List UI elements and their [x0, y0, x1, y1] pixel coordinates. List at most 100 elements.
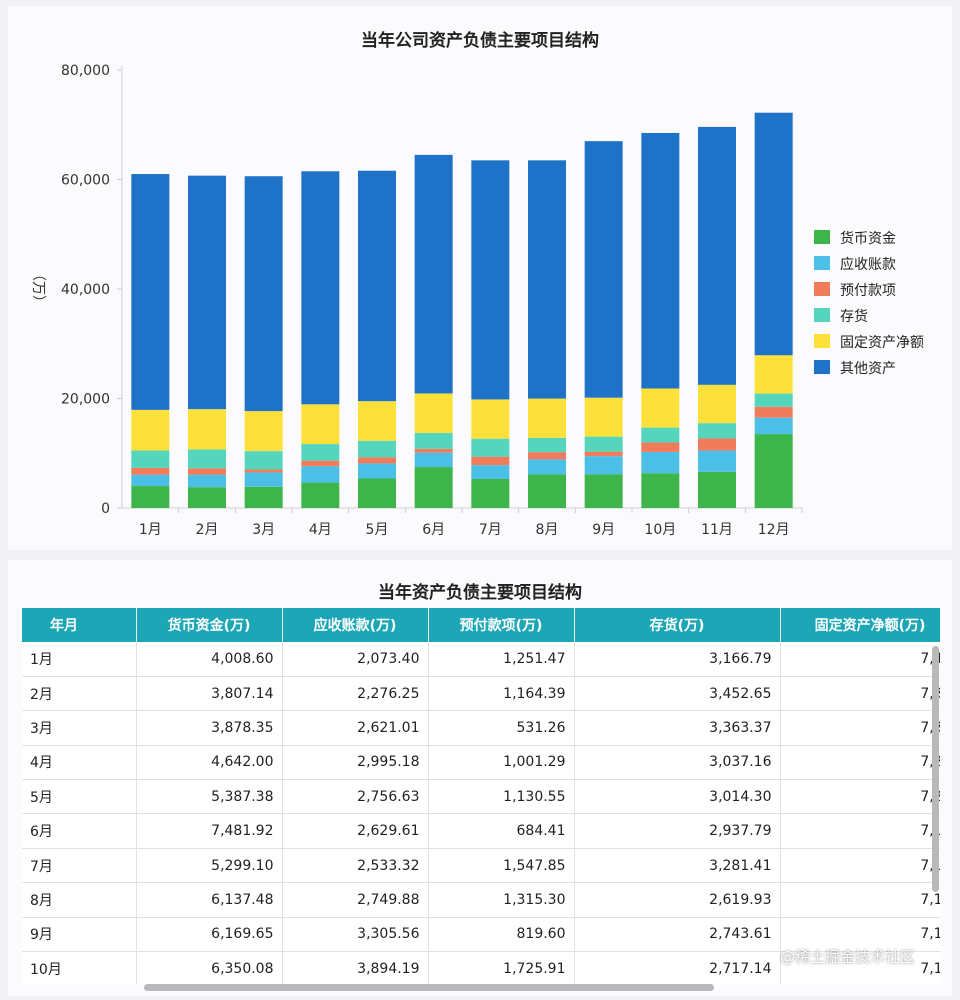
bar-segment	[754, 355, 793, 394]
table-row[interactable]: 7月5,299.102,533.321,547.853,281.417,17	[22, 848, 940, 884]
bar-segment	[131, 450, 170, 468]
table-row[interactable]: 2月3,807.142,276.251,164.393,452.657,36	[22, 676, 940, 712]
vertical-scrollbar[interactable]	[932, 646, 939, 892]
bar-segment	[754, 393, 793, 407]
table-cell: 2,619.93	[574, 882, 781, 918]
y-tick-label: 80,000	[61, 63, 110, 79]
bar-segment	[754, 434, 793, 508]
table-cell: 4,008.60	[136, 642, 283, 677]
legend-item: 货币资金	[840, 230, 896, 247]
table-cell: 7,36	[780, 676, 940, 712]
x-tick-label: 7月	[479, 522, 502, 538]
bar-segment	[698, 450, 736, 472]
table-cell: 7,26	[780, 745, 940, 781]
table-cell: 3,452.65	[574, 676, 781, 712]
table-cell: 4,642.00	[136, 745, 283, 781]
legend-swatch	[814, 360, 830, 374]
table-cell: 1,315.30	[428, 882, 575, 918]
table-row[interactable]: 4月4,642.002,995.181,001.293,037.167,26	[22, 745, 940, 781]
table-cell: 7,42	[780, 642, 940, 677]
x-tick-label: 11月	[701, 522, 733, 538]
table-row[interactable]: 8月6,137.482,749.881,315.302,619.937,16	[22, 882, 940, 918]
column-header[interactable]: 应收账款(万)	[282, 608, 429, 642]
y-tick-label: 60,000	[61, 173, 110, 189]
table-cell: 3,014.30	[574, 779, 781, 815]
table-cell: 1,251.47	[428, 642, 575, 677]
bar-segment	[754, 417, 793, 435]
column-header[interactable]: 货币资金(万)	[136, 608, 283, 642]
table-cell: 6,137.48	[136, 882, 283, 918]
table-cell: 5月	[22, 779, 137, 815]
table-row[interactable]: 1月4,008.602,073.401,251.473,166.797,42	[22, 642, 940, 677]
x-tick-label: 9月	[592, 522, 615, 538]
x-tick-label: 12月	[758, 522, 790, 538]
table-cell: 7,31	[780, 710, 940, 746]
table-cell: 7月	[22, 848, 137, 884]
table-cell: 10月	[22, 951, 137, 984]
table-cell: 7,11	[780, 917, 940, 953]
column-header[interactable]: 固定资产净额(万)	[780, 608, 940, 642]
data-grid[interactable]: 年月 货币资金(万) 应收账款(万) 预付款项(万) 存货(万) 固定资产净额(万) 1月…	[22, 608, 940, 984]
x-tick-label: 2月	[196, 522, 219, 538]
bar-segment	[188, 468, 226, 475]
x-tick-label: 6月	[422, 522, 445, 538]
bar-segment	[301, 171, 340, 405]
bar-segment	[244, 411, 283, 452]
table-cell: 3,037.16	[574, 745, 781, 781]
column-header[interactable]: 预付款项(万)	[428, 608, 575, 642]
bar-segment	[698, 126, 736, 385]
legend-swatch	[814, 282, 830, 296]
bar-segment	[244, 486, 283, 508]
horizontal-scrollbar[interactable]	[144, 984, 714, 991]
table-cell: 819.60	[428, 917, 575, 953]
table-cell: 2,073.40	[282, 642, 429, 677]
bar-segment	[188, 409, 226, 450]
bar-segment	[584, 451, 623, 457]
legend-swatch	[814, 256, 830, 270]
legend-item: 预付款项	[840, 283, 896, 299]
table-cell: 7,17	[780, 848, 940, 884]
table-cell: 1,130.55	[428, 779, 575, 815]
legend-item: 固定资产净额	[840, 335, 924, 351]
table-row[interactable]: 5月5,387.382,756.631,130.553,014.307,23	[22, 779, 940, 815]
table-header-row: 年月 货币资金(万) 应收账款(万) 预付款项(万) 存货(万) 固定资产净额(万)	[22, 608, 940, 642]
table-cell: 2,743.61	[574, 917, 781, 953]
table-cell: 7,19	[780, 813, 940, 849]
bar-segment	[641, 427, 680, 443]
x-tick-label: 4月	[309, 522, 332, 538]
table-cell: 3,878.35	[136, 710, 283, 746]
table-cell: 7,481.92	[136, 813, 283, 849]
data-table: 年月 货币资金(万) 应收账款(万) 预付款项(万) 存货(万) 固定资产净额(万) 1月…	[22, 608, 940, 984]
y-tick-label: 0	[101, 501, 110, 517]
table-cell: 2,533.32	[282, 848, 429, 884]
table-cell: 1月	[22, 642, 137, 677]
legend-item: 存货	[840, 308, 868, 325]
x-tick-label: 5月	[366, 522, 389, 538]
bar-segment	[698, 471, 736, 508]
table-cell: 6,169.65	[136, 917, 283, 953]
table-cell: 1,164.39	[428, 676, 575, 712]
bar-segment	[244, 451, 283, 470]
legend-swatch	[814, 230, 830, 244]
bar-segment	[358, 478, 396, 508]
table-cell: 1,547.85	[428, 848, 575, 884]
bar-segment	[754, 406, 793, 418]
bar-segment	[528, 160, 566, 399]
column-header[interactable]: 存货(万)	[574, 608, 781, 642]
x-tick-label: 3月	[252, 522, 275, 538]
bar-segment	[414, 448, 453, 453]
bar-segment	[528, 459, 566, 475]
stacked-bar-chart: 当年公司资产负债主要项目结构 0 20,000 40,000 60,000 80,000 （…	[30, 30, 924, 538]
table-cell: 4月	[22, 745, 137, 781]
column-header[interactable]: 年月	[22, 608, 137, 642]
table-cell: 8月	[22, 882, 137, 918]
table-cell: 3月	[22, 710, 137, 746]
table-cell: 2,621.01	[282, 710, 429, 746]
bar-segment	[301, 404, 340, 445]
table-cell: 3,281.41	[574, 848, 781, 884]
bar-segment	[471, 160, 510, 400]
